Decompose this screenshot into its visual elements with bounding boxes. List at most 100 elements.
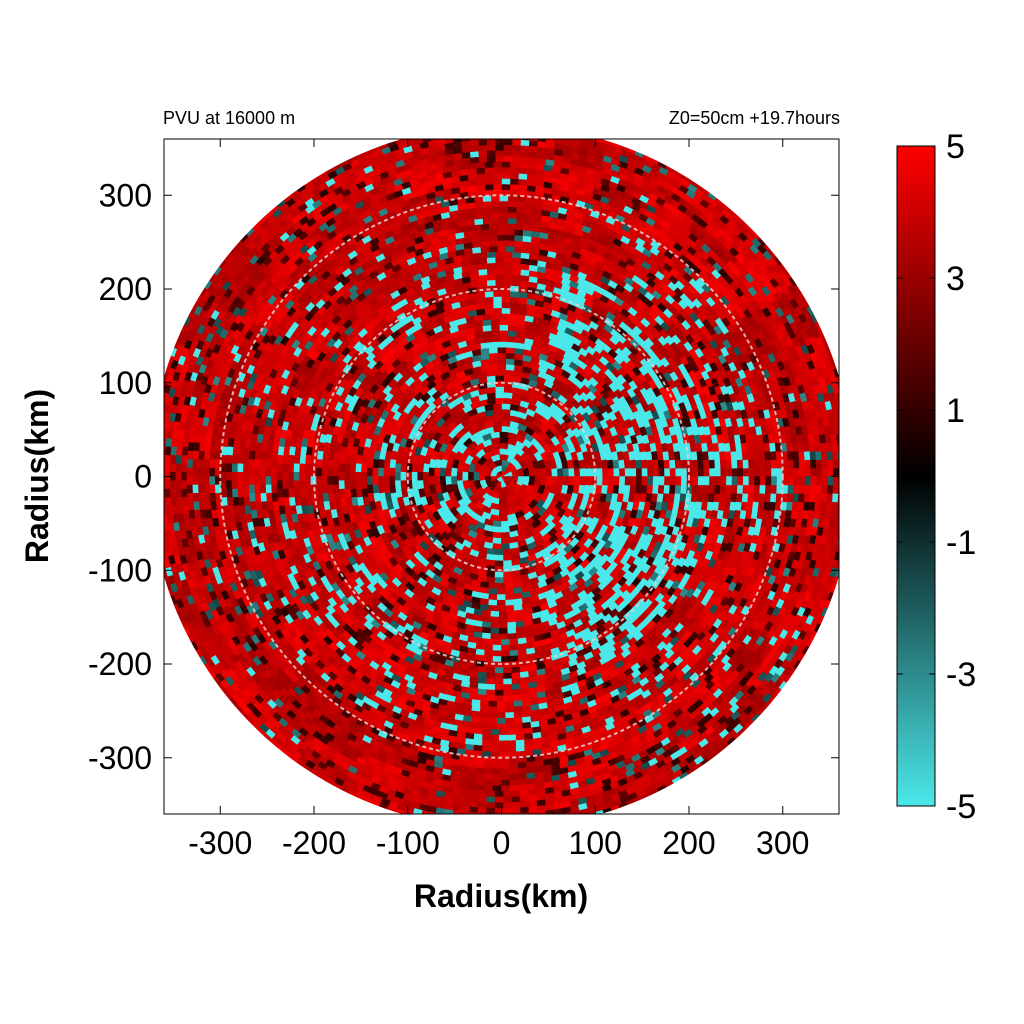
heatmap-cell [461, 471, 469, 482]
heatmap-cell [505, 712, 515, 719]
heatmap-cell [338, 480, 345, 490]
heatmap-cell [709, 476, 716, 486]
heatmap-cell [494, 571, 505, 579]
heatmap-cell [264, 467, 272, 477]
heatmap-cell [488, 604, 498, 612]
heatmap-cell [411, 463, 419, 473]
heatmap-cell [736, 450, 744, 461]
heatmap-cell [714, 459, 722, 469]
heatmap-cell [741, 492, 749, 503]
heatmap-cell [579, 476, 587, 486]
heatmap-cell [490, 734, 500, 742]
heatmap-cell [377, 467, 385, 477]
heatmap-cell [736, 492, 744, 503]
heatmap-cell [494, 689, 504, 697]
heatmap-cell [513, 711, 524, 719]
heatmap-cell [501, 307, 511, 314]
heatmap-cell [515, 728, 526, 736]
heatmap-cell [473, 218, 484, 226]
heatmap-cell [562, 476, 570, 486]
heatmap-cell [484, 655, 494, 663]
heatmap-cell [511, 683, 522, 691]
heatmap-cell [282, 454, 290, 465]
heatmap-cell [503, 576, 513, 584]
heatmap-cell [479, 700, 490, 708]
heatmap-cell [486, 279, 496, 287]
heatmap-cell [477, 683, 488, 691]
heatmap-cell [629, 458, 637, 469]
heatmap-cell [503, 251, 513, 258]
heatmap-cell [499, 211, 509, 219]
heatmap-cell [494, 684, 504, 691]
heatmap-cell [371, 467, 379, 477]
heatmap-cell [304, 463, 312, 473]
heatmap-cell [505, 352, 515, 360]
heatmap-cell [479, 240, 490, 248]
heatmap-cell [674, 459, 682, 469]
heatmap-cell [507, 217, 517, 225]
heatmap-cell [482, 211, 492, 219]
heatmap-cell [236, 480, 244, 490]
heatmap-cell [477, 694, 488, 702]
heatmap-cell [511, 251, 522, 259]
heatmap-cell [513, 234, 524, 242]
heatmap-cell [354, 471, 362, 482]
heatmap-cell [360, 480, 368, 490]
heatmap-cell [501, 531, 511, 539]
heatmap-cell [304, 480, 312, 490]
heatmap-cell [505, 245, 515, 253]
heatmap-cell [692, 467, 699, 477]
heatmap-cell [492, 419, 502, 427]
heatmap-cell [496, 223, 507, 230]
heatmap-cell [498, 436, 509, 444]
heatmap-cell [769, 450, 777, 461]
heatmap-cell [503, 672, 513, 680]
heatmap-cell [371, 476, 379, 486]
heatmap-cell [754, 476, 761, 486]
heatmap-cell [479, 711, 490, 719]
heatmap-cell [511, 262, 522, 270]
heatmap-cell [332, 459, 340, 469]
heatmap-cell [764, 450, 772, 461]
heatmap-cell [629, 484, 637, 495]
heatmap-cell [703, 476, 710, 486]
heatmap-cell [254, 450, 262, 461]
heatmap-cell [714, 476, 722, 486]
heatmap-cell [509, 301, 519, 309]
heatmap-cell [488, 352, 498, 360]
heatmap-cell [509, 649, 519, 657]
heatmap-cell [287, 488, 295, 499]
heatmap-cell [383, 476, 390, 486]
heatmap-cell [494, 279, 504, 286]
heatmap-cell [624, 476, 632, 486]
heatmap-cell [741, 450, 749, 461]
heatmap-cell [758, 492, 766, 503]
heatmap-cell [503, 273, 513, 281]
heatmap-cell [253, 476, 261, 486]
heatmap-cell [503, 678, 513, 685]
heatmap-cell [505, 341, 515, 349]
heatmap-cell [315, 459, 323, 469]
heatmap-cell [507, 610, 517, 618]
heatmap-cell [511, 694, 522, 702]
heatmap-cell [293, 480, 300, 490]
heatmap-cell [585, 476, 592, 486]
heatmap-cell [231, 454, 239, 465]
heatmap-cell [494, 672, 504, 680]
heatmap-cell [477, 666, 488, 674]
heatmap-cell [511, 279, 522, 287]
heatmap-cell [507, 616, 517, 623]
heatmap-cell [507, 330, 517, 337]
heatmap-cell [270, 467, 278, 477]
heatmap-cell [473, 733, 484, 741]
heatmap-cell [551, 476, 559, 486]
heatmap-cell [490, 313, 500, 320]
heatmap-cell [556, 476, 564, 486]
heatmap-cell [321, 484, 329, 494]
heatmap-cell [473, 201, 484, 209]
heatmap-cell [507, 318, 517, 326]
heatmap-cell [473, 727, 484, 735]
heatmap-cell [477, 251, 488, 259]
heatmap-cell [293, 454, 301, 465]
heatmap-cell [509, 307, 519, 315]
